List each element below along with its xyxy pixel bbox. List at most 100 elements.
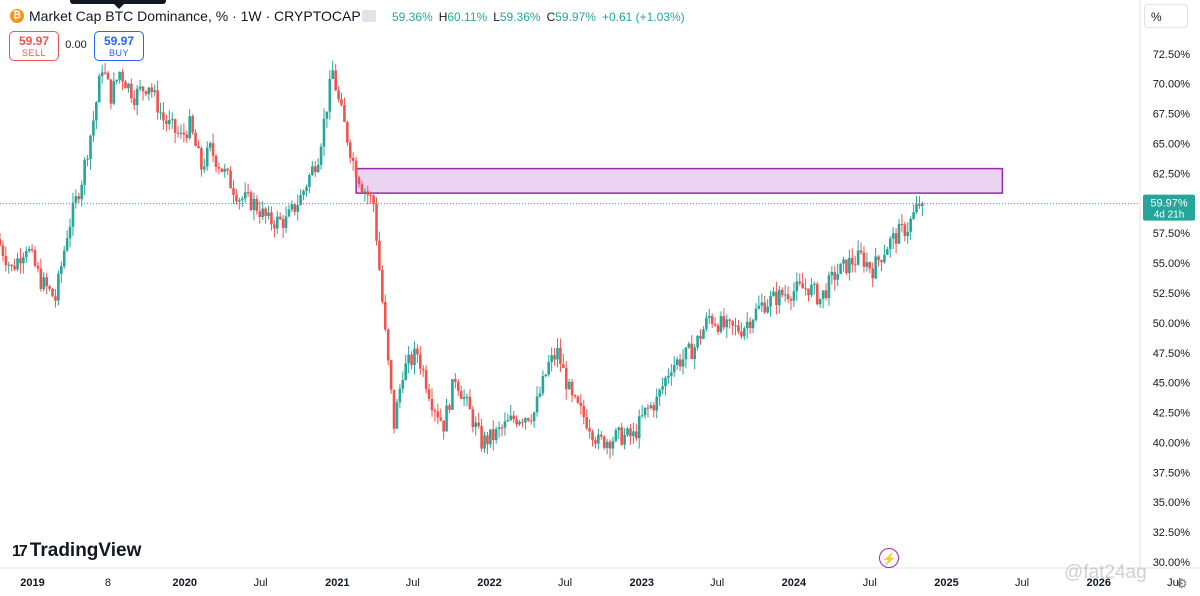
logo-text: TradingView (29, 540, 142, 561)
candle-body (319, 146, 323, 165)
candle-body (456, 381, 460, 392)
candle-body (780, 289, 784, 296)
candle (386, 328, 390, 366)
candle (614, 427, 618, 443)
candle-body (68, 226, 72, 239)
tradingview-logo[interactable]: 17 TradingView (12, 540, 141, 562)
candle-body (252, 198, 256, 211)
candle (232, 180, 235, 205)
candle (267, 205, 270, 220)
open-value: 59.36% (392, 10, 433, 24)
candle-body (853, 264, 857, 266)
candle (346, 120, 349, 146)
gear-icon[interactable]: ⚙ (1176, 576, 1188, 591)
candle-body (112, 81, 116, 104)
candle-body (883, 254, 886, 263)
candle (646, 404, 650, 418)
candle (363, 188, 367, 202)
candle (853, 255, 857, 273)
candle (524, 417, 527, 430)
high-value: 60.11% (447, 10, 488, 24)
candle (564, 361, 568, 400)
candle (576, 395, 580, 405)
candle (859, 242, 863, 255)
candle (883, 244, 886, 264)
candle-body (121, 71, 124, 82)
candle (626, 426, 629, 437)
flag-icon[interactable] (362, 10, 376, 22)
candle-body (369, 195, 372, 197)
candle (748, 317, 752, 334)
candle (617, 426, 621, 440)
x-tick-label: 2026 (1086, 577, 1110, 589)
candle (296, 194, 300, 221)
candle-body (681, 359, 685, 367)
candle (591, 429, 594, 447)
candle (725, 314, 729, 338)
candle (197, 140, 200, 149)
candle (763, 295, 767, 314)
candle (413, 341, 416, 375)
candle (640, 405, 644, 419)
candle (281, 215, 285, 239)
candle (451, 378, 454, 411)
candle-body (705, 317, 708, 330)
candle-body (448, 405, 451, 410)
x-tick-label: 2021 (325, 577, 349, 589)
buy-button[interactable]: 59.97 BUY (94, 31, 144, 61)
candle (156, 80, 159, 120)
candle-body (211, 143, 215, 156)
candle (716, 323, 720, 335)
candle (480, 418, 483, 452)
candle-body (874, 256, 877, 279)
candle (713, 317, 717, 328)
candle-body (471, 409, 475, 428)
candle-body (97, 76, 101, 103)
candle-body (57, 273, 60, 301)
candle (909, 216, 912, 241)
candle-body (848, 257, 851, 274)
candle (871, 262, 875, 288)
candle-body (305, 187, 308, 192)
candle (842, 256, 845, 272)
sell-button[interactable]: 59.97 SELL (9, 31, 59, 61)
candle-body (293, 204, 297, 212)
candle (135, 85, 139, 116)
y-tick-label: 50.00% (1153, 318, 1191, 330)
candle (649, 402, 653, 410)
candle (594, 436, 597, 449)
candle-body (194, 132, 197, 146)
candle-body (313, 166, 317, 172)
candle (357, 175, 361, 188)
candle (678, 354, 682, 371)
scale-mode-button[interactable]: % (1144, 4, 1188, 28)
candle (366, 185, 370, 205)
candle-body (220, 168, 224, 172)
candle-body (287, 209, 291, 217)
symbol-title[interactable]: Market Cap BTC Dominance, % · 1W · CRYPT… (29, 8, 361, 24)
candle-body (80, 184, 84, 200)
lightning-icon[interactable]: ⚡ (879, 548, 899, 568)
candle-body (918, 204, 921, 206)
candle-body (311, 166, 314, 176)
candle (10, 263, 13, 272)
candle (783, 284, 787, 302)
candle-body (395, 402, 399, 429)
candle-body (261, 208, 264, 217)
candle (264, 207, 267, 224)
y-tick-label: 47.50% (1153, 348, 1191, 360)
candle-body (167, 120, 171, 125)
candle (658, 388, 661, 406)
candle-body (348, 142, 352, 158)
candle (719, 311, 723, 334)
candle (188, 109, 192, 140)
candle (4, 246, 8, 272)
candle-body (684, 347, 688, 360)
candle (261, 200, 264, 220)
candle (877, 254, 880, 267)
candle-body (856, 250, 860, 265)
candle-body (243, 192, 247, 199)
candle-body (302, 191, 305, 196)
